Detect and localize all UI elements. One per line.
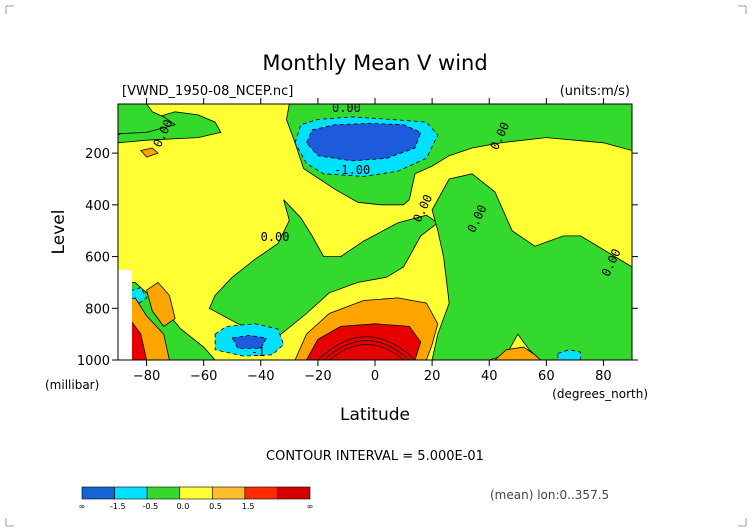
legend-swatch-7	[277, 486, 311, 500]
legend-label-7: ∞	[307, 502, 314, 511]
legend-label-5: 0.5	[209, 502, 222, 511]
x-axis-title: Latitude	[340, 405, 410, 425]
y-tick-label-1: 200	[85, 147, 110, 162]
averaging-info: (mean) lon:0..357.5	[490, 488, 609, 502]
y-tick-label-3: 600	[85, 251, 110, 266]
legend-swatch-3	[146, 486, 181, 500]
legend-swatch-1	[81, 486, 115, 500]
contour-region-orange-17	[494, 346, 542, 360]
contour-label-7: 0.00	[261, 230, 290, 244]
legend-label-1: ∞	[79, 502, 86, 511]
legend-label-2: -1.5	[110, 502, 126, 511]
x-axis-unit: (degrees_north)	[552, 387, 648, 401]
missing-data-area	[118, 270, 132, 360]
x-tick-label-4: −20	[304, 369, 331, 384]
y-axis-title: Level	[49, 210, 69, 255]
color-legend: ∞ -1.5 -0.5 0.0 0.5 1.5 ∞	[79, 486, 314, 511]
x-axis: −80 −60 −40 −20 0 20 40 60 80	[133, 98, 612, 384]
legend-swatch-4	[179, 486, 213, 500]
contour-line-2	[323, 340, 410, 360]
units-label: (units:m/s)	[560, 84, 630, 99]
contour-line-3	[329, 344, 404, 360]
contour-region-orange-13	[140, 147, 159, 158]
y-tick-label-4: 800	[85, 302, 110, 317]
crop-marks	[5, 5, 747, 527]
legend-label-3: -0.5	[143, 502, 159, 511]
contour-region-dblue-10	[231, 334, 268, 349]
legend-swatch-2	[114, 486, 148, 500]
contour-region-green-4	[208, 199, 439, 338]
contour-label-2: 0.00	[332, 101, 361, 115]
contour-label-9: -1	[251, 345, 265, 359]
x-tick-label-3: −40	[247, 369, 274, 384]
legend-label-6: 1.5	[242, 502, 255, 511]
x-tick-label-7: 40	[481, 369, 498, 384]
x-tick-label-9: 80	[595, 369, 612, 384]
x-tick-label-2: −60	[190, 369, 217, 384]
contour-interval: CONTOUR INTERVAL = 5.000E-01	[266, 449, 484, 464]
chart-title: Monthly Mean V wind	[262, 51, 487, 75]
contour-region-dblue-8	[306, 122, 422, 162]
y-axis: 200 400 600 800 1000	[77, 147, 638, 369]
contour-region-green-5	[431, 173, 632, 360]
x-tick-label-5: 0	[371, 369, 379, 384]
y-axis-unit: (millibar)	[45, 378, 99, 392]
x-tick-label-1: −80	[133, 369, 160, 384]
x-tick-label-8: 60	[538, 369, 555, 384]
y-tick-label-2: 400	[85, 199, 110, 214]
contour-region-green-3	[118, 104, 177, 135]
legend-swatch-6	[244, 486, 278, 500]
legend-swatch-5	[211, 486, 246, 500]
y-tick-label-5: 1000	[77, 354, 110, 369]
contour-plot: 0.000.00-1.000.000.00 0.000.000.00-1	[118, 101, 632, 360]
x-tick-label-6: 20	[424, 369, 441, 384]
dataset-label: [VWND_1950-08_NCEP.nc]	[122, 84, 293, 99]
contour-region-orange-15	[146, 281, 176, 327]
contour-label-3: -1.00	[334, 163, 370, 177]
contour-line-1	[317, 336, 416, 360]
legend-label-4: 0.0	[177, 502, 190, 511]
contour-region-blue-12	[557, 349, 581, 360]
